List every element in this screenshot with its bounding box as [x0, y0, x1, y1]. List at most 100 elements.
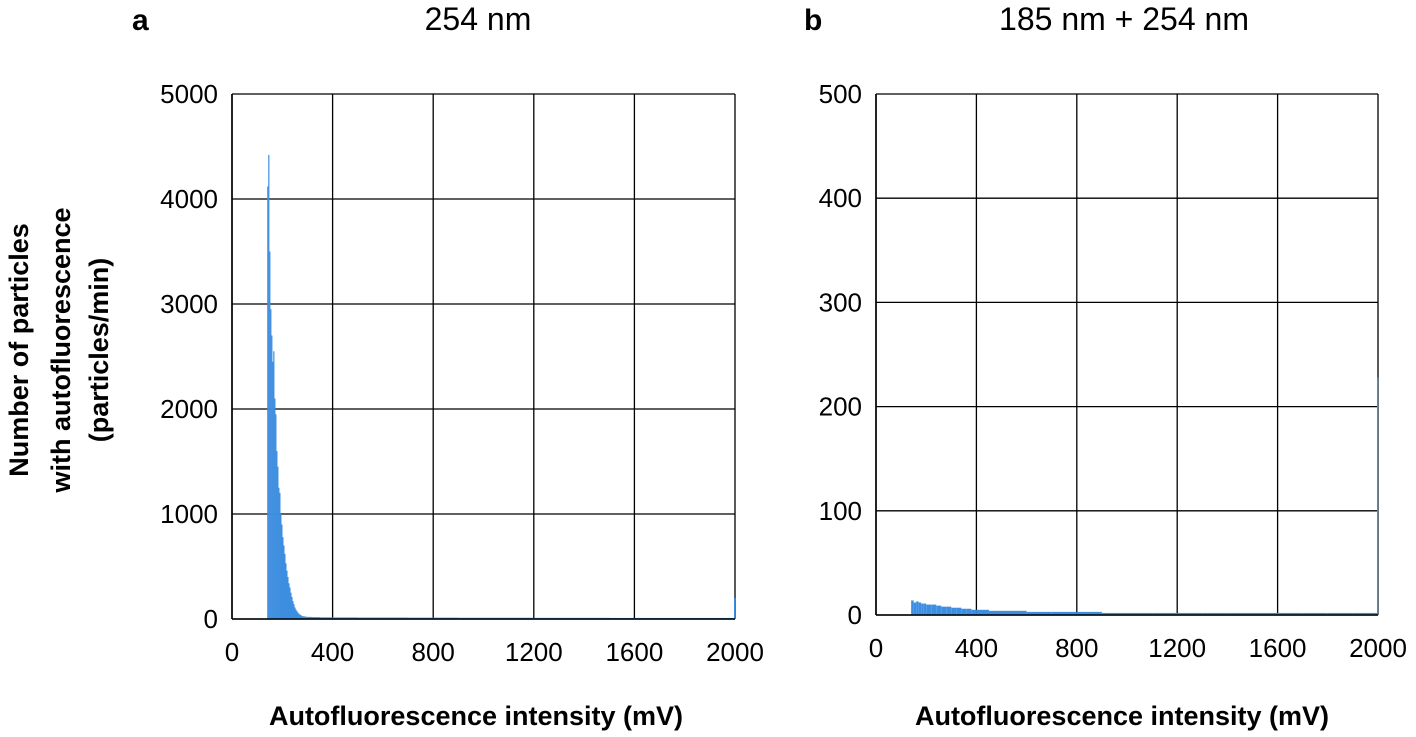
panel-b-bar	[1026, 611, 1052, 615]
panel-a-bar	[286, 570, 288, 619]
panel-a-bar	[274, 398, 276, 619]
y-axis-label-line-2: with autofluorescence	[46, 207, 76, 493]
panel-b-y-tick-label: 500	[819, 79, 862, 109]
panel-a-bar	[292, 601, 294, 619]
panel-a-bar	[285, 563, 287, 619]
panel-a-x-tick-label: 800	[412, 637, 455, 667]
panel-a-y-tick-label: 0	[204, 604, 218, 634]
panel-a-bar	[284, 553, 286, 619]
panel-b-bar	[923, 603, 927, 615]
panel-a-chart: a 254 nm 0 400 800 1200 1600 2000 0 1000 2000 300…	[132, 1, 764, 731]
panel-b-bar	[1177, 612, 1203, 615]
panel-b-bar	[1277, 612, 1303, 615]
y-axis-label-line-1: Number of particles	[4, 223, 34, 477]
panel-a-bar	[320, 617, 333, 619]
panel-a-bar	[312, 617, 321, 619]
panel-a-bar	[304, 616, 308, 619]
panel-b-x-tick-label: 0	[869, 633, 883, 663]
panel-a-bar	[301, 615, 303, 619]
panel-a-x-tick-label: 2000	[706, 637, 764, 667]
panel-a-x-tick-label: 0	[225, 637, 239, 667]
panel-b-bar	[1152, 612, 1178, 615]
panel-b-x-axis-label: Autofluorescence intensity (mV)	[915, 701, 1329, 731]
panel-b-y-tick-label: 200	[819, 392, 862, 422]
panel-b-bar	[1127, 612, 1153, 615]
panel-a-x-tick-label: 1200	[505, 637, 563, 667]
panel-b-bar	[1252, 612, 1278, 615]
panel-b-bar	[946, 606, 952, 615]
panel-a-title: 254 nm	[425, 1, 532, 37]
panel-a-bar	[298, 613, 300, 619]
panel-a-bar	[267, 186, 269, 619]
panel-b-bar	[1352, 612, 1377, 615]
panel-a-bar	[290, 592, 292, 619]
panel-a-x-axis-label: Autofluorescence intensity (mV)	[269, 701, 683, 731]
panel-a-bar	[296, 611, 298, 619]
panel-b-title: 185 nm + 254 nm	[999, 1, 1249, 37]
panel-b-bar	[1302, 612, 1328, 615]
panel-a-letter: a	[132, 4, 149, 37]
panel-b-chart: b 185 nm + 254 nm 0 400 800 1200 1600 2000 0 10…	[804, 1, 1407, 731]
panel-a-y-tick-label: 2000	[160, 394, 218, 424]
panel-a-y-tick-label: 4000	[160, 184, 218, 214]
panel-b-bar	[926, 604, 932, 615]
panel-a-bar	[293, 604, 295, 619]
panel-a-plot-area: 0 400 800 1200 1600 2000 0 1000 2000 3000 4000 5000	[160, 79, 764, 667]
panel-b-x-tick-label: 800	[1055, 633, 1098, 663]
panel-a-bar	[294, 607, 296, 619]
panel-a-bar	[287, 577, 289, 619]
panel-b-bar	[956, 607, 962, 615]
panel-a-bar	[295, 609, 297, 619]
panel-b-bar	[1376, 377, 1379, 615]
panel-b-bar	[966, 608, 972, 615]
panel-b-bar	[971, 609, 977, 615]
panel-b-letter: b	[804, 4, 822, 37]
panel-b-bar	[1227, 612, 1253, 615]
panel-b-bar	[951, 607, 957, 615]
panel-b-bar	[931, 604, 937, 615]
panel-a-bar	[268, 154, 270, 619]
y-axis-label: Number of particles with autofluorescenc…	[4, 207, 114, 493]
panel-a-bar	[279, 493, 281, 619]
panel-b-bar	[976, 609, 989, 615]
panel-a-y-tick-label: 5000	[160, 79, 218, 109]
panel-a-bar	[300, 615, 302, 619]
panel-a-bar	[281, 524, 283, 619]
panel-b-x-tick-label: 400	[955, 633, 998, 663]
panel-b-x-tick-label: 1200	[1148, 633, 1206, 663]
panel-b-bar	[1202, 612, 1228, 615]
panel-a-bar	[283, 545, 285, 619]
panel-b-bar	[1051, 611, 1077, 615]
panel-b-x-tick-label: 2000	[1349, 633, 1407, 663]
panel-b-y-tick-label: 100	[819, 496, 862, 526]
panel-b-bar	[918, 602, 922, 615]
panel-b-bar	[941, 606, 947, 615]
y-axis-label-line-3: (particles/min)	[84, 258, 114, 443]
panel-a-bar	[302, 616, 305, 619]
panel-a-bar	[271, 335, 273, 619]
panel-b-bar	[961, 608, 967, 615]
panel-a-bar	[299, 614, 301, 619]
panel-a-bar	[273, 351, 275, 619]
panel-a-bar	[291, 596, 293, 619]
panel-b-bar	[936, 605, 942, 615]
panel-b-bar	[1327, 612, 1353, 615]
panel-a-x-tick-label: 400	[311, 637, 354, 667]
panel-a-bar	[272, 361, 274, 619]
panel-b-y-tick-label: 300	[819, 287, 862, 317]
panel-b-bar	[1001, 610, 1027, 615]
panel-a-bar	[288, 583, 290, 619]
panel-b-bar	[1076, 611, 1102, 615]
panel-a-y-tick-label: 3000	[160, 289, 218, 319]
panel-a-bar	[275, 414, 277, 619]
panel-a-bar	[277, 466, 279, 619]
panel-b-bar	[911, 600, 914, 615]
panel-a-bar	[280, 514, 282, 619]
panel-a-bar	[269, 251, 271, 619]
panel-b-bar	[921, 603, 924, 615]
panel-a-y-tick-label: 1000	[160, 499, 218, 529]
panel-a-bar	[278, 487, 280, 619]
panel-b-bar	[988, 610, 1002, 615]
panel-a-bar	[270, 309, 272, 619]
